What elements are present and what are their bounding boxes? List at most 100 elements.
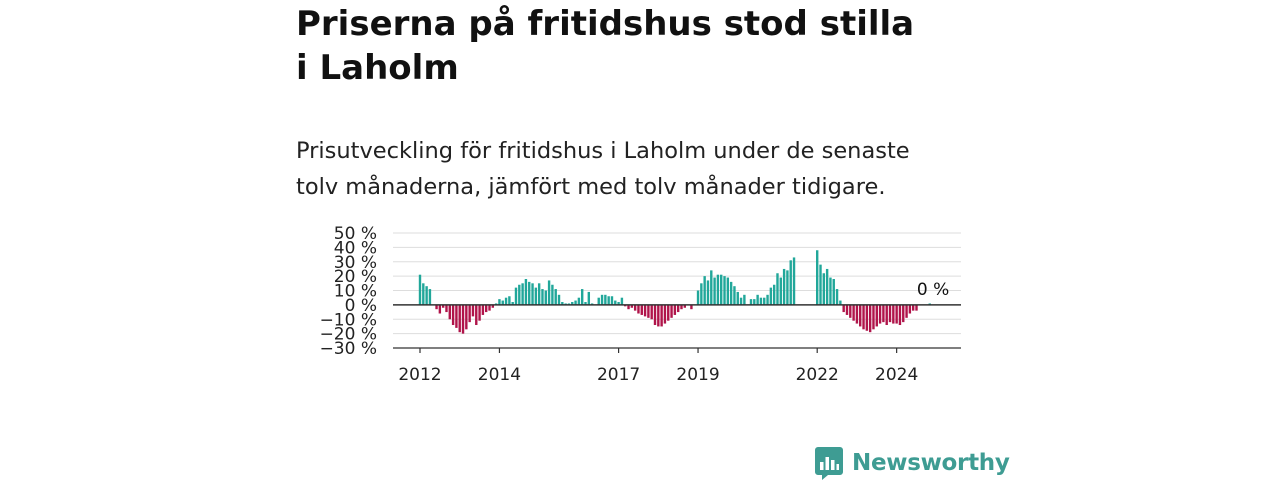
bar — [574, 300, 577, 305]
bar — [475, 304, 478, 326]
bar — [700, 283, 703, 305]
bar — [736, 291, 739, 305]
bar — [660, 304, 663, 327]
bar — [531, 283, 534, 305]
bar — [822, 273, 826, 305]
bar — [832, 279, 835, 305]
bar — [703, 276, 706, 305]
bar — [882, 304, 885, 323]
bar — [710, 270, 713, 305]
x-tick-label: 2014 — [478, 365, 521, 385]
bar — [670, 304, 673, 318]
bar — [478, 304, 481, 321]
x-tick-label: 2017 — [597, 365, 640, 385]
bar — [511, 302, 514, 305]
bar — [435, 304, 438, 310]
y-tick-label: 50 % — [334, 224, 377, 244]
bar — [534, 287, 538, 305]
bar — [647, 304, 650, 318]
chart-subtitle: Prisutveckling för fritidshus i Laholm u… — [296, 138, 910, 200]
bar — [607, 296, 610, 305]
bar — [524, 279, 528, 305]
bar — [597, 297, 600, 305]
y-tick-label: 40 % — [334, 238, 377, 258]
bar — [657, 304, 660, 327]
bar — [895, 304, 898, 324]
bar — [571, 302, 574, 305]
bar — [829, 277, 832, 305]
bar — [676, 304, 680, 313]
bar — [537, 283, 541, 305]
bar — [640, 304, 643, 315]
x-tick-label: 2024 — [875, 365, 918, 385]
bar — [544, 290, 547, 305]
bar — [892, 304, 895, 324]
bar — [915, 304, 918, 311]
bar — [908, 304, 912, 314]
bar — [491, 304, 495, 308]
x-tick-label: 2012 — [398, 365, 441, 385]
labels: 50 %40 %30 %20 %10 %0 %−10 %−20 %−30 %20… — [320, 224, 950, 385]
bar — [862, 304, 865, 330]
bar — [816, 250, 819, 305]
bar — [630, 304, 634, 308]
bar — [617, 302, 620, 305]
bar — [696, 290, 700, 305]
bar — [561, 302, 564, 305]
bar — [872, 304, 875, 330]
bar — [528, 281, 531, 305]
y-tick-label: 10 % — [334, 282, 377, 302]
bar — [557, 294, 561, 305]
bar — [769, 287, 773, 305]
bar — [868, 304, 872, 333]
newsworthy-brand: Newsworthy — [815, 445, 1010, 481]
bar — [759, 297, 763, 305]
bar — [898, 304, 902, 326]
bar — [726, 277, 730, 305]
bar — [425, 286, 428, 305]
bar — [468, 304, 471, 323]
bar — [637, 304, 640, 314]
bar — [888, 304, 892, 323]
bar — [713, 277, 716, 305]
bar — [706, 280, 710, 305]
bar — [455, 304, 458, 328]
bar — [461, 304, 465, 334]
bar — [620, 297, 624, 305]
gridlines — [393, 232, 961, 335]
bar — [501, 300, 504, 305]
brand-name: Newsworthy — [852, 450, 1010, 476]
bar — [739, 297, 743, 305]
bar — [508, 296, 511, 305]
bar — [766, 294, 769, 305]
bar — [554, 289, 557, 305]
bar — [776, 273, 779, 305]
bar — [852, 304, 855, 321]
bar — [498, 299, 501, 305]
bar — [541, 289, 544, 305]
bar — [885, 304, 888, 326]
bar — [911, 304, 915, 311]
bar — [422, 283, 425, 305]
bar — [680, 304, 683, 310]
bar — [465, 304, 468, 330]
bar — [865, 304, 869, 331]
bar — [786, 270, 789, 305]
bar — [842, 304, 845, 313]
bar — [580, 289, 584, 305]
bar — [428, 289, 432, 305]
bar — [743, 294, 746, 305]
bar — [845, 304, 849, 315]
bar — [663, 304, 667, 324]
bar — [614, 300, 617, 305]
bar — [779, 277, 782, 305]
bar — [756, 294, 759, 305]
last-value-label: 0 % — [917, 280, 949, 300]
bar — [683, 304, 686, 308]
bar — [650, 304, 653, 320]
bar — [849, 304, 852, 318]
bar — [451, 304, 455, 326]
bar — [720, 274, 723, 305]
bar — [763, 297, 766, 305]
